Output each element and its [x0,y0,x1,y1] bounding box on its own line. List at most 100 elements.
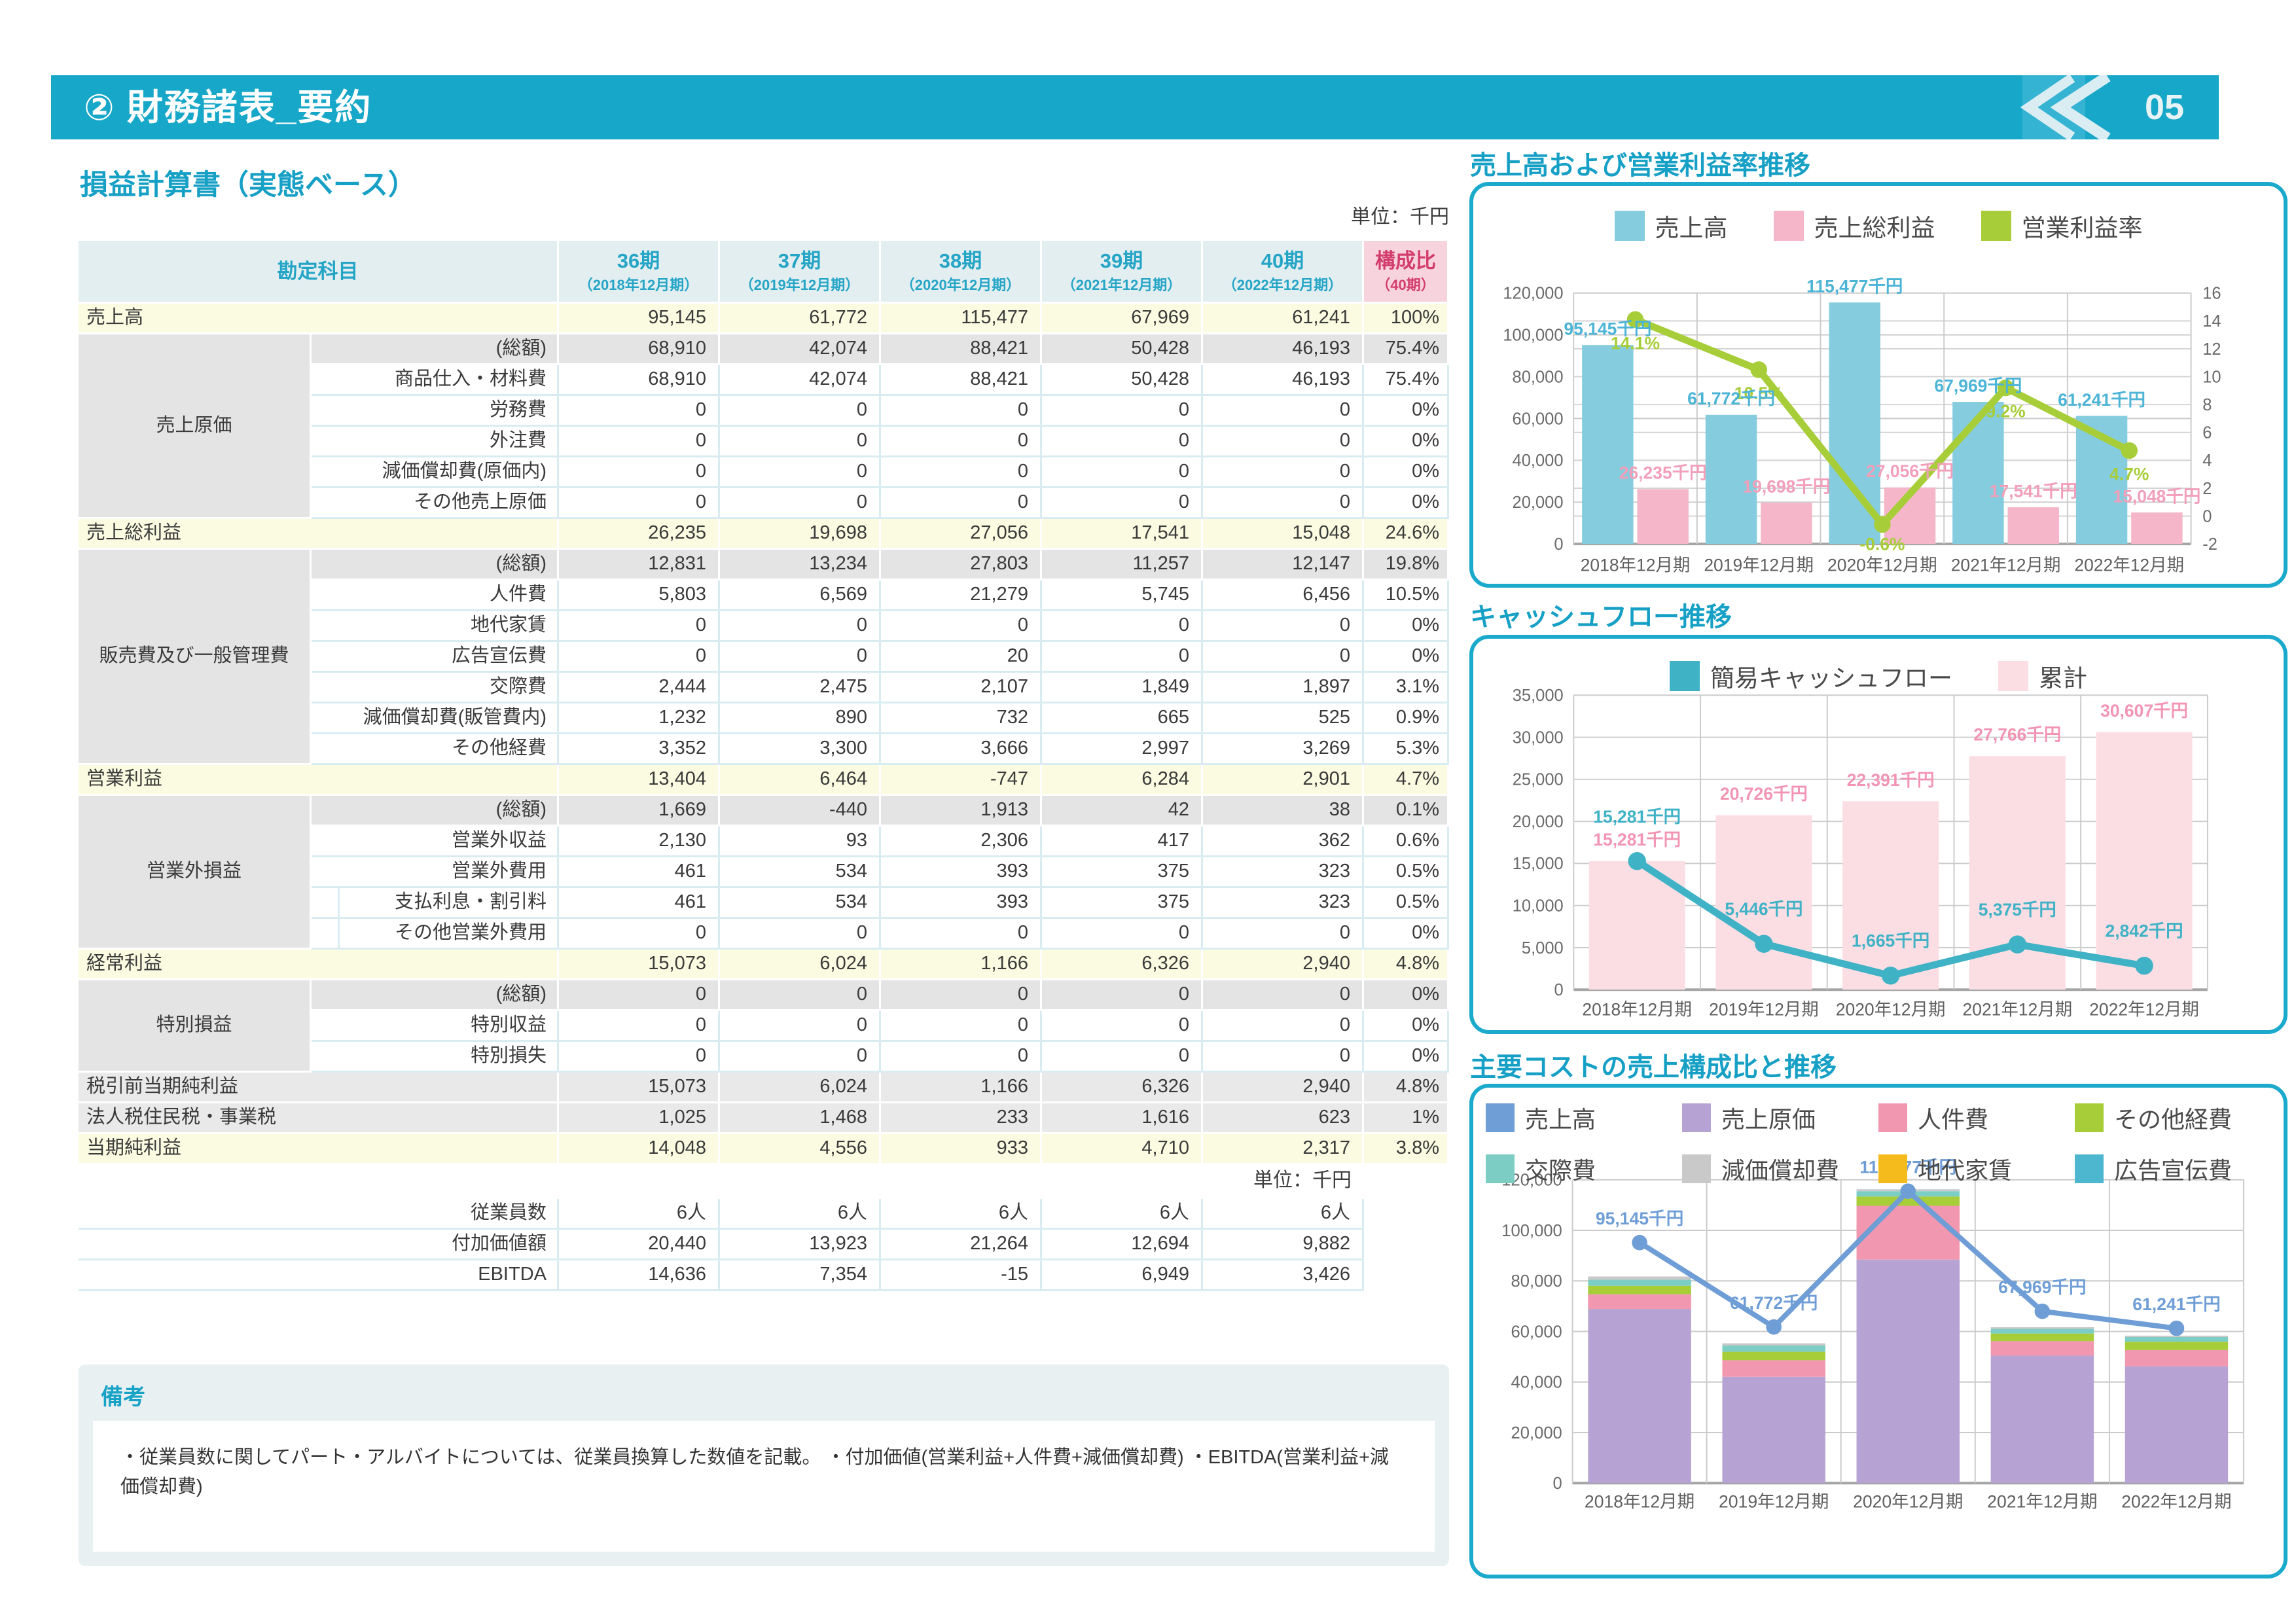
svg-text:25,000: 25,000 [1513,771,1564,789]
value-cell: 0 [720,396,881,427]
table-row: 地代家賃 0 0 0 0 0 0% [79,611,1449,642]
ratio-cell: 0% [1364,427,1449,457]
value-cell: 534 [720,857,881,888]
value-cell: 3,300 [720,734,881,765]
value-cell: 1,897 [1203,673,1364,704]
value-cell: 0 [1203,919,1364,950]
table-row: 経常利益 15,073 6,024 1,166 6,326 2,940 4.8% [79,950,1449,980]
table-row: 広告宣伝費 0 0 20 0 0 0% [79,642,1449,673]
value-cell: 15,048 [1203,519,1364,550]
value-cell: 68,910 [559,334,720,365]
svg-text:-0.6%: -0.6% [1859,535,1905,554]
row-label: 交際費 [312,673,559,704]
value-cell: 1,669 [559,796,720,827]
ratio-cell: 3.1% [1364,673,1449,704]
legend-item: 地代家賃 [1878,1152,2075,1186]
value-cell: 50,428 [1042,365,1203,396]
value-cell: 9,882 [1203,1230,1364,1260]
row-label: 従業員数 [79,1199,559,1230]
table-header: 勘定科目 36期 （2018年12月期） 37期 （2019年12月期） 38期 （2020… [79,241,1449,304]
value-cell: 2,940 [1203,950,1364,980]
value-cell: 362 [1203,827,1364,857]
legend-item: 売上原価 [1682,1101,1878,1135]
value-cell: 7,354 [720,1260,881,1291]
value-cell: 525 [1203,704,1364,734]
value-cell: 0 [1203,1042,1364,1073]
row-label: 付加価値額 [79,1230,559,1260]
value-cell: 665 [1042,704,1203,734]
value-cell: 6,024 [720,950,881,980]
table-row: 特別損益 (総額) 0 0 0 0 0 0% [79,980,1449,1073]
table-row: 減価償却費(原価内) 0 0 0 0 0 0% [79,457,1449,488]
row-label: 特別損失 [312,1042,559,1073]
svg-text:-2: -2 [2202,535,2217,554]
value-cell: 323 [1203,888,1364,919]
row-label: 営業利益 [79,765,559,796]
svg-text:5,375千円: 5,375千円 [1979,900,2056,919]
value-cell: 2,940 [1203,1073,1364,1103]
legend-swatch [2075,1103,2104,1132]
value-cell: 17,541 [1042,519,1203,550]
table-row: 特別損失 0 0 0 0 0 0% [79,1042,1449,1073]
value-cell: 0 [559,919,720,950]
chart3-legend: 売上高 売上原価 人件費 その他経費 交際費 減価償却費 地代家賃 広告宣伝費 [1473,1101,2284,1186]
ratio-cell: 24.6% [1364,519,1449,550]
legend-swatch [1998,661,2028,691]
legend-swatch [1486,1103,1515,1132]
row-label: 税引前当期純利益 [79,1073,559,1103]
row-label: (総額) [312,334,559,365]
svg-text:16: 16 [2202,285,2221,303]
value-cell: 933 [881,1134,1042,1165]
ratio-cell: 0% [1364,642,1449,673]
svg-text:2021年12月期: 2021年12月期 [1951,555,2061,575]
legend-label: その他経費 [2114,1106,2233,1133]
legend-item: 減価償却費 [1682,1152,1878,1186]
value-cell: 12,147 [1203,550,1364,580]
value-cell: 0 [1042,457,1203,488]
legend-label: 累計 [2039,665,2087,692]
row-label: EBITDA [79,1260,559,1291]
row-label: 売上総利益 [79,519,559,550]
svg-text:120,000: 120,000 [1503,285,1563,303]
value-cell: 0 [720,980,881,1011]
value-cell: 1,616 [1042,1103,1203,1134]
value-cell: 0 [720,488,881,519]
group-label: 販売費及び一般管理費 [79,550,312,765]
value-cell: 2,475 [720,673,881,704]
value-cell: 2,107 [881,673,1042,704]
value-cell: 1,849 [1042,673,1203,704]
svg-text:2019年12月期: 2019年12月期 [1704,555,1814,575]
ratio-cell: 4.8% [1364,1073,1449,1103]
value-cell: 20 [881,642,1042,673]
value-cell: 375 [1042,857,1203,888]
value-cell: 46,193 [1203,334,1364,365]
value-cell: 0 [1203,396,1364,427]
value-cell: 0 [559,642,720,673]
svg-text:2021年12月期: 2021年12月期 [1963,999,2073,1019]
svg-text:10,000: 10,000 [1513,897,1564,915]
value-cell: 461 [559,857,720,888]
value-cell: 0 [720,642,881,673]
svg-text:115,477千円: 115,477千円 [1859,1158,1956,1177]
legend-label: 広告宣伝費 [2114,1157,2233,1184]
legend-label: 減価償却費 [1721,1157,1840,1184]
value-cell: 21,279 [881,580,1042,611]
svg-text:2020年12月期: 2020年12月期 [1853,1492,1963,1512]
value-cell: 20,440 [559,1230,720,1260]
row-label: 支払利息・割引料 [312,888,559,919]
svg-text:8: 8 [2202,396,2212,414]
ratio-cell: 0% [1364,1011,1449,1042]
table-row: 当期純利益 14,048 4,556 933 4,710 2,317 3.8% [79,1134,1449,1165]
svg-text:0: 0 [1554,981,1563,999]
value-cell: 5,745 [1042,580,1203,611]
value-cell: -15 [881,1260,1042,1291]
row-label: 広告宣伝費 [312,642,559,673]
table-row: 人件費 5,803 6,569 21,279 5,745 6,456 10.5% [79,580,1449,611]
row-label: 経常利益 [79,950,559,980]
svg-text:20,000: 20,000 [1513,813,1564,831]
value-cell: 14,636 [559,1260,720,1291]
value-cell: 0 [1203,427,1364,457]
value-cell: 0 [559,1011,720,1042]
value-cell: 1,025 [559,1103,720,1134]
ratio-cell: 1% [1364,1103,1449,1134]
